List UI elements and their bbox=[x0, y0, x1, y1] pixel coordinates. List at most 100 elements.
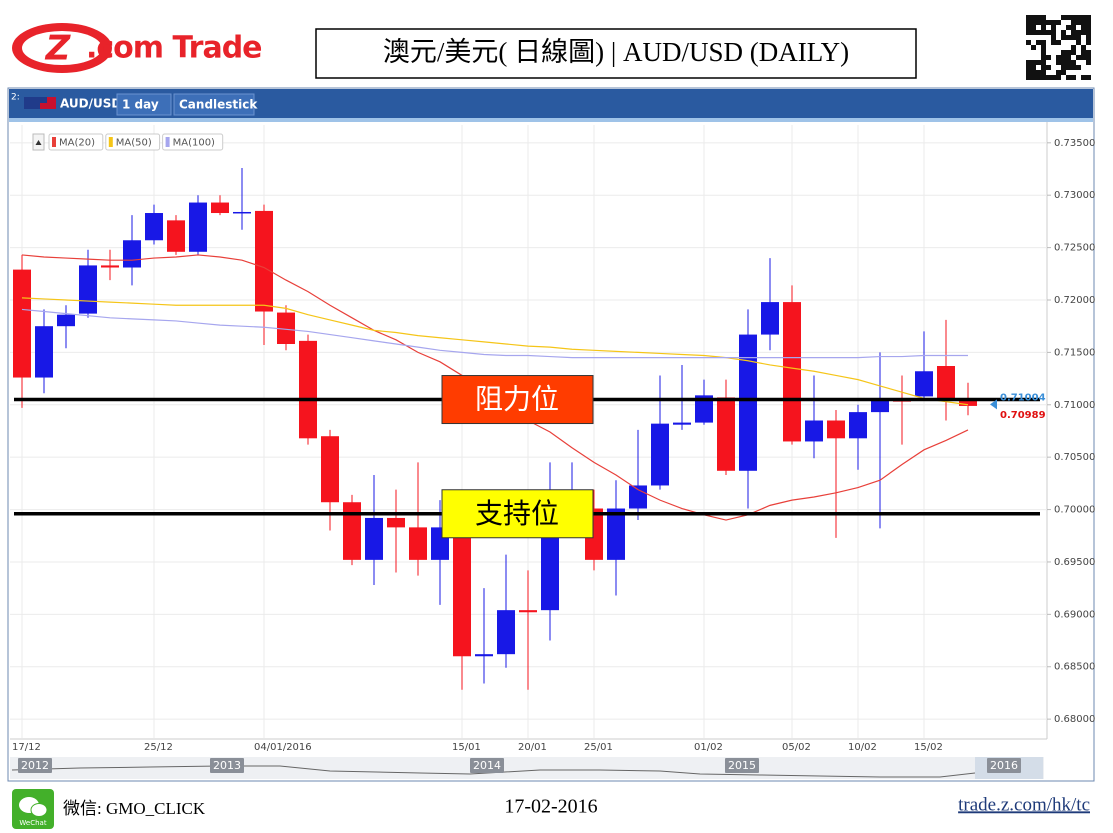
qr-cell bbox=[1066, 75, 1071, 80]
x-tick-label: 01/02 bbox=[694, 742, 723, 753]
qr-cell bbox=[1056, 40, 1061, 45]
qr-cell bbox=[1051, 75, 1056, 80]
toolbar-symbol[interactable]: AUD/USD bbox=[60, 97, 121, 111]
level-label-box bbox=[441, 375, 594, 425]
x-tick-label: 25/01 bbox=[584, 742, 613, 753]
header-title: 澳元/美元( 日線圖) | AUD/USD (DAILY) bbox=[383, 37, 849, 67]
qr-cell bbox=[1086, 55, 1091, 60]
y-tick-label: 0.70000 bbox=[1054, 505, 1095, 516]
qr-cell bbox=[1061, 55, 1066, 60]
candle-body bbox=[871, 400, 889, 413]
candle-body bbox=[365, 517, 383, 560]
qr-code bbox=[1026, 15, 1091, 80]
qr-cell bbox=[1051, 40, 1056, 45]
y-tick-label: 0.68000 bbox=[1054, 714, 1095, 725]
qr-cell bbox=[1081, 15, 1086, 20]
wechat-bubble bbox=[30, 803, 48, 817]
qr-cell bbox=[1041, 30, 1046, 35]
y-tick-label: 0.72500 bbox=[1054, 243, 1095, 254]
qr-cell bbox=[1066, 15, 1071, 20]
qr-cell bbox=[1036, 60, 1041, 65]
candle-body bbox=[849, 412, 867, 439]
candle-body bbox=[783, 302, 801, 442]
candle-body bbox=[299, 340, 317, 439]
panel-index: 2: bbox=[11, 93, 20, 103]
candle-body bbox=[57, 314, 75, 327]
ma-line bbox=[21, 297, 969, 406]
candle-body bbox=[79, 265, 97, 314]
y-tick-label: 0.71000 bbox=[1054, 400, 1095, 411]
candle-body bbox=[409, 527, 427, 560]
qr-cell bbox=[1026, 40, 1031, 45]
logo-inner bbox=[22, 31, 102, 65]
qr-cell bbox=[1036, 70, 1041, 75]
toolbar-style[interactable]: Candlestick bbox=[179, 98, 258, 112]
candle-body bbox=[937, 366, 955, 399]
qr-cell bbox=[1046, 55, 1051, 60]
qr-cell bbox=[1086, 60, 1091, 65]
qr-cell bbox=[1061, 65, 1066, 70]
x-tick-label: 05/02 bbox=[782, 742, 811, 753]
qr-cell bbox=[1031, 45, 1036, 50]
candle-body bbox=[475, 654, 493, 657]
qr-cell bbox=[1061, 60, 1066, 65]
navigator-label-box bbox=[210, 758, 244, 773]
candle-body bbox=[255, 210, 273, 312]
flag-us-canton bbox=[40, 97, 47, 103]
qr-cell bbox=[1076, 65, 1081, 70]
chart-panel bbox=[7, 87, 1095, 782]
qr-cell bbox=[1076, 35, 1081, 40]
qr-cell bbox=[1056, 70, 1061, 75]
qr-cell bbox=[1041, 65, 1046, 70]
level-label: 支持位 bbox=[475, 497, 559, 530]
qr-cell bbox=[1081, 30, 1086, 35]
toolbar-interval[interactable]: 1 day bbox=[122, 98, 159, 112]
qr-cell bbox=[1086, 50, 1091, 55]
qr-cell bbox=[1071, 50, 1076, 55]
candle-body bbox=[277, 312, 295, 345]
footer-date: 17-02-2016 bbox=[504, 796, 597, 818]
navigator-label: 2014 bbox=[473, 759, 501, 772]
qr-cell bbox=[1076, 30, 1081, 35]
qr-cell bbox=[1031, 20, 1036, 25]
qr-cell bbox=[1061, 70, 1066, 75]
legend-item[interactable] bbox=[162, 133, 224, 151]
qr-cell bbox=[1056, 55, 1061, 60]
style-button[interactable] bbox=[173, 93, 255, 116]
interval-button[interactable] bbox=[116, 93, 172, 116]
qr-cell bbox=[1046, 30, 1051, 35]
navigator bbox=[10, 757, 1044, 779]
navigator-label-box bbox=[18, 758, 52, 773]
x-tick-label: 17/12 bbox=[12, 742, 41, 753]
qr-cell bbox=[1071, 30, 1076, 35]
candle-body bbox=[211, 202, 229, 214]
legend-label: MA(50) bbox=[116, 138, 152, 149]
navigator-label: 2012 bbox=[21, 759, 49, 772]
qr-cell bbox=[1066, 65, 1071, 70]
legend-swatch bbox=[108, 137, 113, 147]
qr-cell bbox=[1026, 65, 1031, 70]
price-marker-arrow bbox=[990, 399, 997, 410]
qr-cell bbox=[1066, 25, 1071, 30]
footer-url[interactable]: trade.z.com/hk/tc bbox=[958, 794, 1090, 815]
y-tick-label: 0.68500 bbox=[1054, 662, 1095, 673]
y-tick-label: 0.72000 bbox=[1054, 295, 1095, 306]
qr-cell bbox=[1026, 20, 1031, 25]
legend-item[interactable] bbox=[105, 133, 161, 151]
qr-cell bbox=[1041, 75, 1046, 80]
legend-item[interactable] bbox=[48, 133, 104, 151]
qr-cell bbox=[1081, 75, 1086, 80]
qr-cell bbox=[1076, 20, 1081, 25]
candle-body bbox=[101, 265, 119, 268]
qr-cell bbox=[1041, 70, 1046, 75]
qr-cell bbox=[1036, 15, 1041, 20]
logo-text: .com Trade bbox=[86, 31, 262, 66]
legend-label: MA(100) bbox=[173, 138, 215, 149]
qr-cell bbox=[1026, 30, 1031, 35]
candle-body bbox=[805, 420, 823, 442]
candle-body bbox=[717, 397, 735, 471]
qr-cell bbox=[1071, 65, 1076, 70]
qr-cell bbox=[1061, 30, 1066, 35]
candle-body bbox=[167, 220, 185, 252]
flag-au bbox=[24, 97, 40, 109]
